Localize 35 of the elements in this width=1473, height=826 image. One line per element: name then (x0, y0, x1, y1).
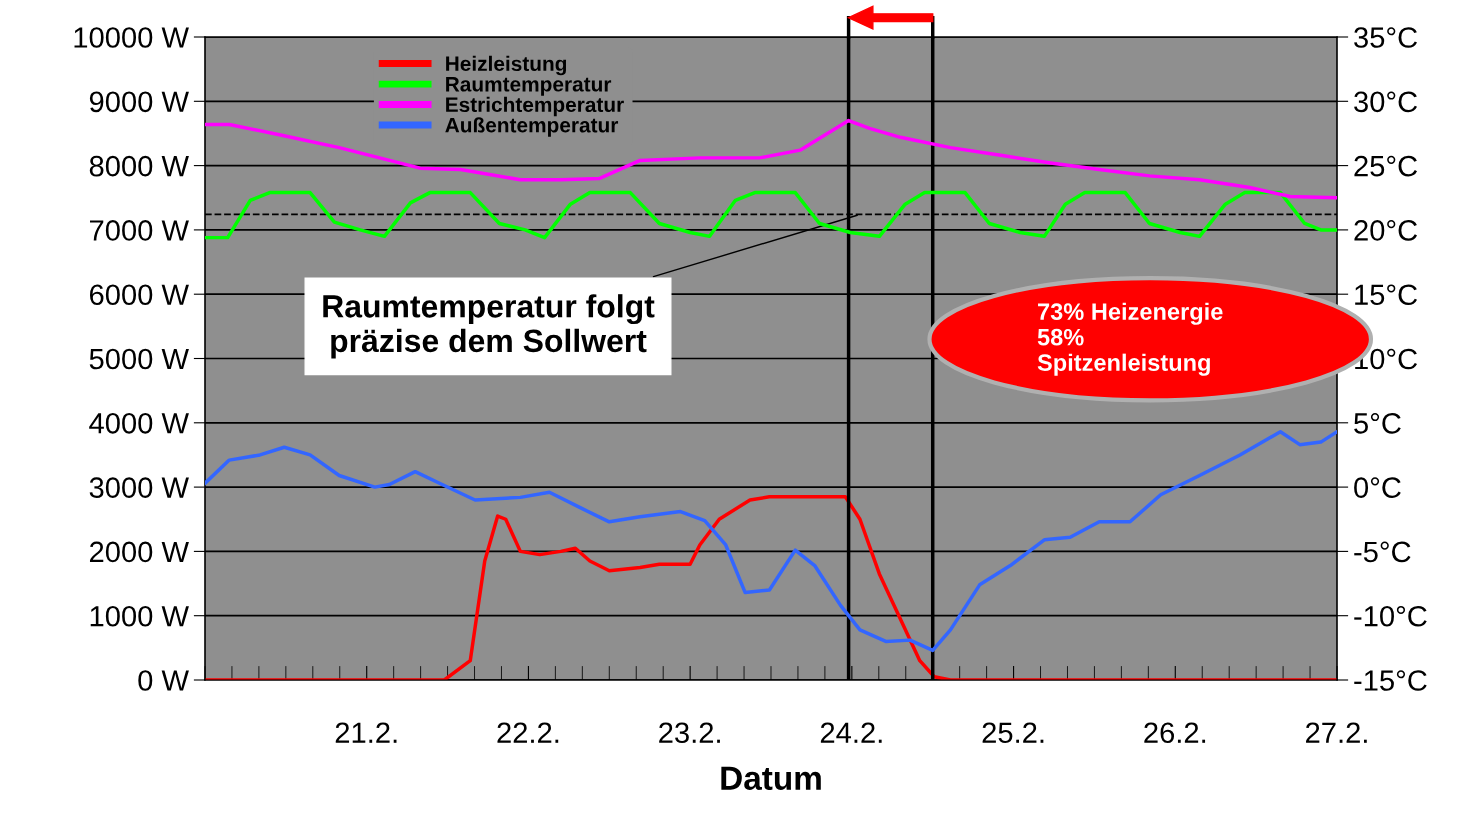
legend-label: Estrichtemperatur (446, 96, 624, 117)
y-tick-label: 0 W (138, 670, 189, 691)
annotation: Raumtemperatur folgt präzise dem Sollwert (323, 294, 655, 359)
y-tick-label: 5000 W (89, 348, 189, 370)
y2-tick-label: 5°C (1354, 413, 1401, 434)
y2-tick-label: 20°C (1354, 220, 1418, 241)
x-tick-label: 25.2. (982, 722, 1044, 744)
y-tick-label: 2000 W (89, 541, 189, 563)
y2-tick-label: 25°C (1354, 155, 1418, 177)
x-tick-label: 21.2. (335, 722, 397, 743)
x-tick-label: 23.2. (659, 722, 720, 744)
x-tick-label: 22.2. (497, 722, 559, 743)
y2-tick-label: -10°C (1354, 605, 1427, 627)
x-tick-label: 24.2. (820, 722, 882, 743)
x-tick-label: 27.2. (1306, 722, 1367, 743)
y2-tick-label: -15°C (1354, 670, 1427, 691)
y2-tick-label: 30°C (1354, 91, 1418, 113)
y-tick-label: 9000 W (89, 91, 189, 113)
y-tick-label: 8000 W (89, 155, 189, 177)
y2-tick-label: 35°C (1354, 27, 1418, 48)
annotation: 73% Heizenergie 58% Spitzenleistung (1037, 302, 1223, 376)
y-tick-label: 10000 W (74, 27, 189, 48)
y-tick-label: 3000 W (89, 477, 189, 498)
legend-label: Heizleistung (446, 55, 567, 76)
y-tick-label: 6000 W (90, 284, 189, 306)
y-tick-label: 1000 W (90, 605, 189, 627)
legend-label: Raumtemperatur (446, 77, 612, 96)
y2-tick-label: 15°C (1355, 284, 1418, 306)
y-tick-label: 7000 W (90, 220, 189, 241)
y2-tick-label: 0°C (1354, 477, 1401, 498)
x-axis-title: Datum (721, 766, 821, 791)
y2-tick-label: -5°C (1354, 541, 1411, 563)
x-tick-label: 26.2. (1144, 722, 1206, 744)
y-tick-label: 4000 W (89, 413, 189, 434)
legend-label: Außentemperatur (445, 117, 619, 137)
